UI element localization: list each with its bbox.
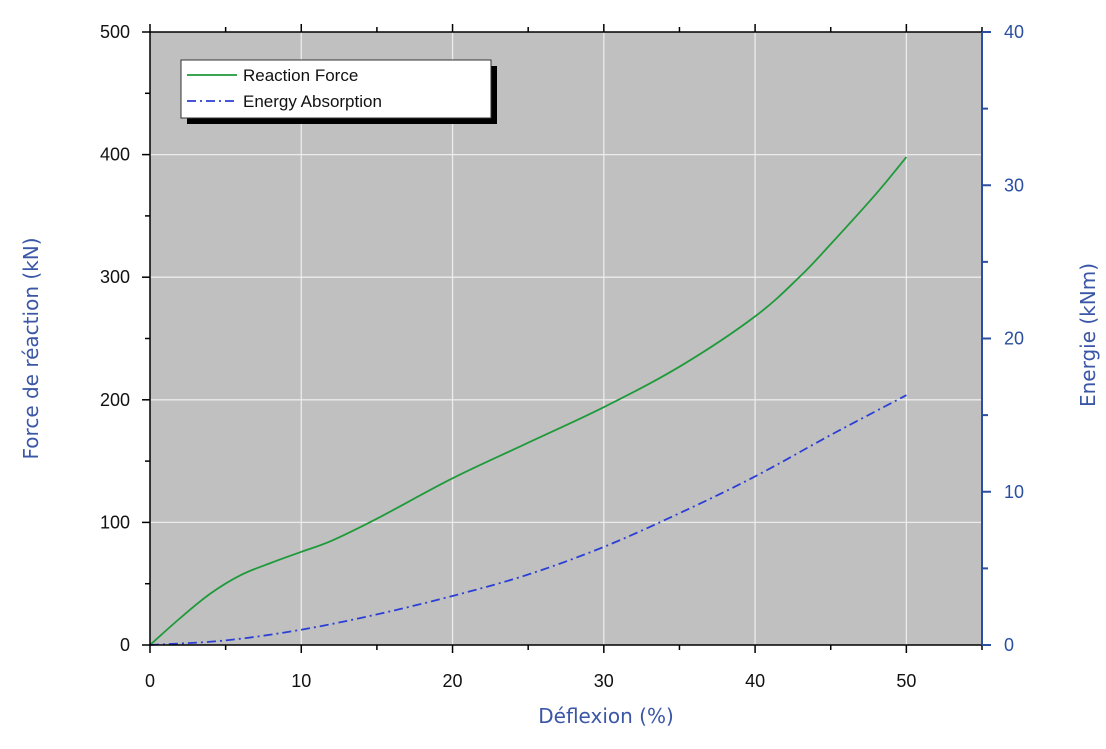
x-tick-label: 10 — [291, 671, 311, 691]
left-y-tick-label: 100 — [100, 512, 130, 532]
right-y-tick-label: 0 — [1004, 635, 1014, 655]
right-y-tick-label: 40 — [1004, 22, 1024, 42]
left-y-tick-label: 400 — [100, 145, 130, 165]
left-y-axis-title: Force de réaction (kN) — [19, 238, 43, 460]
series-line-energy-absorption — [149, 394, 907, 646]
x-axis-title: Déflexion (%) — [538, 704, 674, 728]
x-tick-label: 40 — [745, 671, 765, 691]
legend: Reaction Force Energy Absorption — [180, 59, 497, 124]
axis-ticks — [142, 24, 991, 653]
legend-label-energy-absorption: Energy Absorption — [243, 92, 382, 111]
right-y-tick-label: 30 — [1004, 175, 1024, 195]
right-y-axis-title: Energie (kNm) — [1076, 263, 1100, 407]
left-y-tick-label: 500 — [100, 22, 130, 42]
x-tick-label: 0 — [145, 671, 155, 691]
left-y-tick-label: 0 — [120, 635, 130, 655]
x-tick-label: 30 — [594, 671, 614, 691]
legend-label-reaction-force: Reaction Force — [243, 66, 358, 85]
plot-area — [150, 32, 982, 645]
x-tick-label: 50 — [896, 671, 916, 691]
series-layer — [149, 156, 908, 646]
left-y-tick-label: 300 — [100, 267, 130, 287]
gridlines — [150, 32, 982, 645]
legend-box — [180, 59, 492, 119]
right-y-tick-label: 10 — [1004, 482, 1024, 502]
series-line-reaction-force — [149, 156, 908, 646]
x-tick-label: 20 — [443, 671, 463, 691]
left-y-tick-label: 200 — [100, 390, 130, 410]
right-y-tick-label: 20 — [1004, 329, 1024, 349]
